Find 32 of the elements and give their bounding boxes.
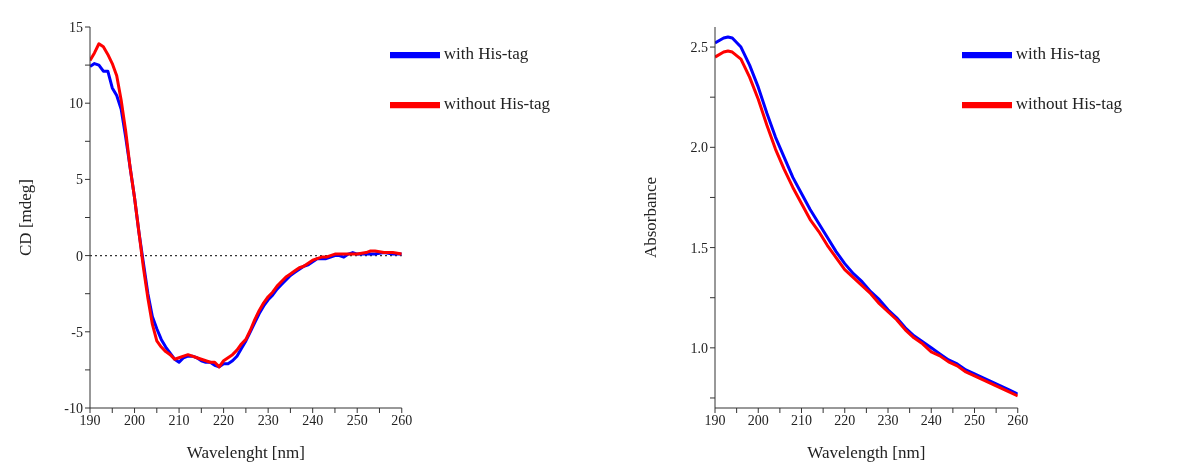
x-tick-label: 200 [747,412,769,428]
x-tick-label: 240 [920,412,942,428]
y-tick-label: 1.5 [690,240,708,256]
x-tick-label: 250 [346,412,368,428]
y-tick-label: 2.0 [690,140,708,156]
x-tick-label: 220 [213,412,235,428]
legend-label: without His-tag [1015,93,1122,113]
legend-label: with His-tag [443,43,529,63]
x-tick-label: 240 [302,412,324,428]
x-tick-label: 210 [791,412,812,428]
x-tick-label: 200 [124,412,146,428]
x-tick-label: 190 [704,412,726,428]
y-tick-label: -5 [71,324,83,340]
y-tick-label: 5 [76,172,83,188]
y-tick-label: 0 [76,248,83,264]
x-tick-label: 250 [964,412,985,428]
y-axis-title: CD [mdeg] [16,179,36,256]
y-tick-label: 2.5 [690,40,708,56]
y-tick-label: 10 [69,96,83,112]
x-tick-label: 260 [1007,412,1029,428]
x-axis-title: Wavelength [nm] [807,443,926,462]
x-tick-label: 210 [168,412,190,428]
y-tick-label: 15 [69,19,83,35]
legend-label: with His-tag [1015,43,1101,63]
x-tick-label: 260 [391,412,413,428]
x-tick-label: 230 [257,412,279,428]
x-tick-label: 230 [877,412,899,428]
x-axis-title: Wavelenght [nm] [186,443,305,462]
x-tick-label: 220 [834,412,856,428]
y-tick-label: 1.0 [690,340,708,356]
legend-label: without His-tag [443,93,550,113]
y-axis-title: Absorbance [641,176,661,259]
